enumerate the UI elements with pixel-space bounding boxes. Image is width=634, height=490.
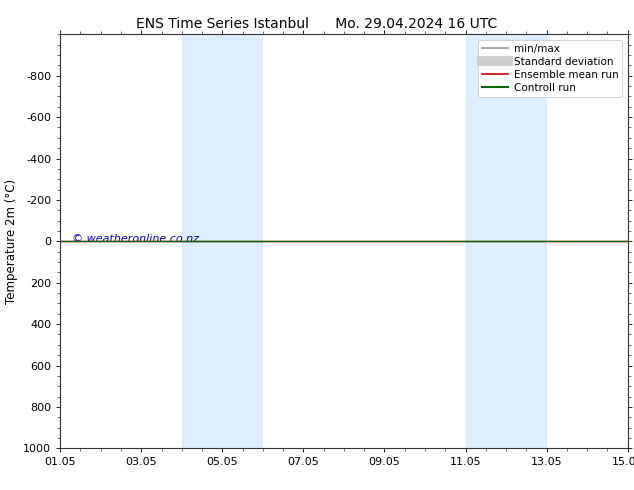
Text: ENS Time Series Istanbul      Mo. 29.04.2024 16 UTC: ENS Time Series Istanbul Mo. 29.04.2024 … [136,17,498,31]
Text: © weatheronline.co.nz: © weatheronline.co.nz [72,234,198,244]
Bar [182,34,263,448]
Y-axis label: Temperature 2m (°C): Temperature 2m (°C) [4,179,18,304]
Legend: min/max, Standard deviation, Ensemble mean run, Controll run: min/max, Standard deviation, Ensemble me… [478,40,623,97]
Bar [465,34,547,448]
